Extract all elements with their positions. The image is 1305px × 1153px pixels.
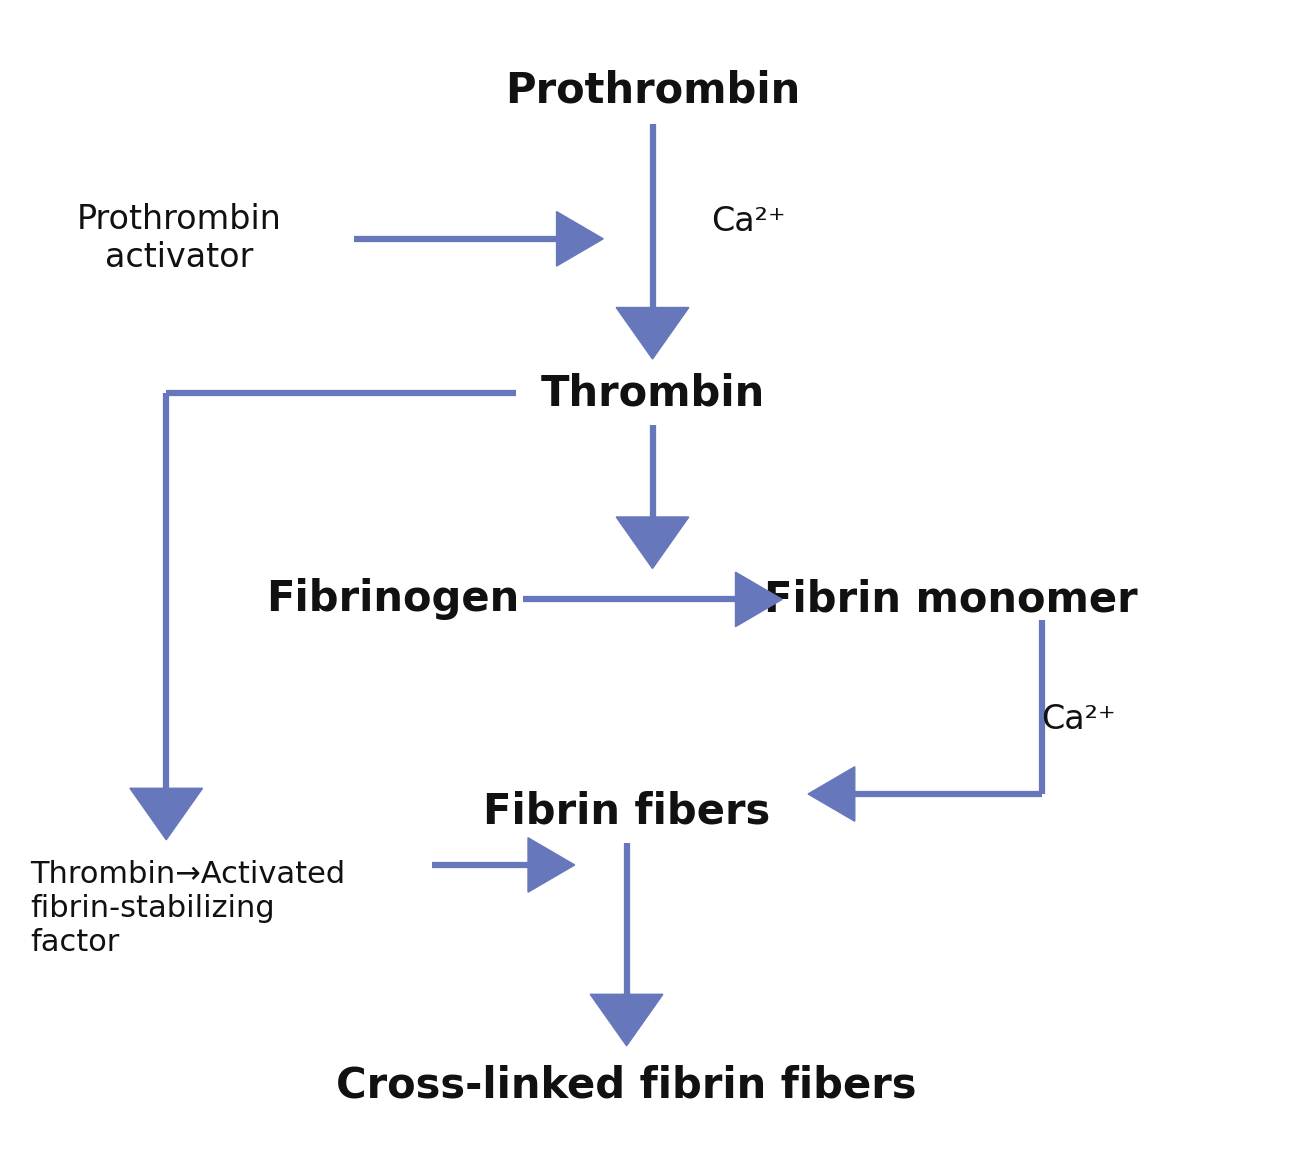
- Text: Fibrinogen: Fibrinogen: [266, 579, 519, 620]
- Text: Prothrombin: Prothrombin: [505, 69, 800, 111]
- Text: Thrombin→Activated
fibrin-stabilizing
factor: Thrombin→Activated fibrin-stabilizing fa…: [30, 860, 346, 957]
- Text: Fibrin monomer: Fibrin monomer: [763, 579, 1138, 620]
- Text: Thrombin: Thrombin: [540, 372, 765, 414]
- Polygon shape: [616, 517, 689, 568]
- Polygon shape: [590, 994, 663, 1046]
- Polygon shape: [556, 212, 603, 266]
- Polygon shape: [808, 767, 855, 821]
- Text: Cross-linked fibrin fibers: Cross-linked fibrin fibers: [337, 1065, 917, 1107]
- Text: Ca²⁺: Ca²⁺: [711, 205, 786, 239]
- Polygon shape: [616, 308, 689, 359]
- Text: Ca²⁺: Ca²⁺: [1041, 703, 1116, 736]
- Text: Fibrin fibers: Fibrin fibers: [483, 790, 770, 832]
- Polygon shape: [736, 572, 782, 626]
- Text: Prothrombin
activator: Prothrombin activator: [77, 203, 282, 274]
- Polygon shape: [529, 838, 574, 892]
- Polygon shape: [130, 789, 202, 839]
